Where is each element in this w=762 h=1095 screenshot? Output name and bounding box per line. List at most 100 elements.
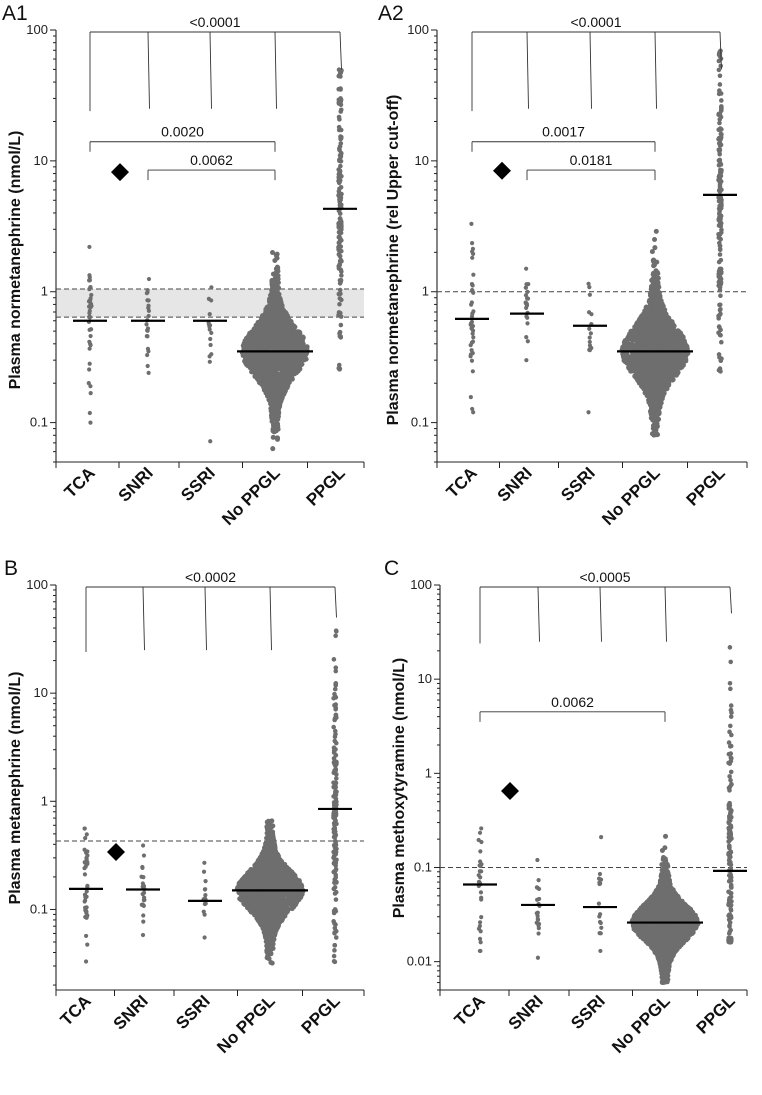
data-point	[470, 323, 476, 329]
data-point	[717, 147, 723, 153]
data-point	[635, 344, 641, 350]
data-point	[338, 153, 344, 159]
y-tick-label: 0.1	[411, 415, 429, 430]
data-point	[338, 257, 344, 263]
data-point	[336, 127, 342, 133]
data-point	[645, 356, 651, 362]
data-point	[653, 315, 659, 321]
comparison-bracket	[339, 31, 342, 70]
data-point	[87, 298, 92, 303]
data-point	[651, 407, 657, 413]
data-point	[470, 288, 475, 293]
data-point	[629, 366, 635, 372]
data-point	[297, 338, 303, 344]
data-point	[646, 397, 652, 403]
data-point	[653, 301, 659, 307]
data-point	[717, 282, 722, 287]
category-label: TCA	[443, 463, 481, 501]
data-point	[653, 375, 659, 381]
data-point	[273, 362, 279, 368]
data-point	[660, 393, 666, 399]
data-point	[202, 887, 208, 892]
data-point	[336, 189, 342, 194]
data-point	[209, 285, 214, 290]
data-point	[87, 278, 92, 283]
panel-b: B Plasma metanephrine (nmol/L) 0.1110100…	[4, 557, 365, 1057]
data-point	[716, 91, 722, 97]
data-point	[655, 417, 661, 423]
data-point	[470, 246, 476, 251]
data-point	[524, 266, 529, 271]
data-point	[649, 292, 655, 298]
data-point	[266, 323, 272, 329]
data-point	[84, 894, 89, 899]
data-point	[140, 932, 146, 938]
data-point	[283, 351, 289, 357]
data-point	[645, 320, 651, 326]
data-point	[336, 266, 342, 271]
data-point	[262, 385, 268, 391]
data-point	[338, 107, 344, 113]
data-point	[269, 338, 275, 344]
p-value-label: <0.0001	[571, 14, 622, 30]
data-point	[717, 73, 723, 79]
data-point	[145, 287, 150, 293]
data-point	[642, 334, 648, 340]
data-point	[667, 363, 673, 369]
data-point	[85, 849, 90, 854]
data-point	[717, 187, 723, 192]
data-point	[275, 332, 281, 338]
data-point	[587, 285, 592, 290]
y-tick-label: 100	[26, 22, 48, 37]
data-point	[88, 420, 93, 425]
data-point	[336, 225, 342, 230]
data-point	[87, 310, 92, 316]
category-label: SSRI	[177, 463, 218, 504]
data-point	[87, 346, 92, 351]
category-label: SSRI	[557, 463, 598, 504]
data-point	[269, 400, 275, 406]
data-point	[523, 300, 529, 306]
data-point	[208, 336, 213, 342]
data-point	[265, 364, 271, 370]
data-point	[471, 335, 476, 340]
data-point	[718, 63, 724, 69]
data-point	[524, 358, 529, 363]
y-axis-label-b: Plasma metanephrine (nmol/L)	[7, 672, 24, 905]
data-point	[336, 362, 342, 368]
data-point	[655, 412, 661, 418]
data-point	[716, 198, 722, 204]
data-point	[655, 358, 661, 364]
data-point	[207, 327, 212, 332]
data-point	[469, 221, 474, 226]
data-point	[650, 258, 656, 264]
category-label: No PPGL	[598, 463, 664, 529]
data-point	[719, 227, 724, 233]
data-point	[259, 319, 265, 325]
data-point	[287, 331, 293, 337]
data-point	[664, 336, 670, 342]
outlier-diamond-marker	[493, 161, 511, 180]
panel-a1: A1 Plasma normetanephrine (nmol/L) 0.111…	[2, 2, 365, 529]
data-point	[87, 410, 92, 416]
data-point	[270, 446, 276, 452]
data-point	[88, 327, 94, 332]
data-point	[719, 203, 724, 209]
data-point	[525, 315, 530, 320]
data-point	[636, 327, 642, 333]
data-point	[87, 273, 92, 278]
y-tick-label: 1	[41, 284, 48, 299]
data-point	[641, 318, 647, 324]
data-point	[682, 341, 688, 347]
data-point	[669, 325, 675, 331]
data-point	[290, 340, 296, 346]
data-point	[470, 406, 475, 412]
data-point	[141, 895, 147, 900]
data-point	[338, 334, 344, 339]
data-point	[209, 330, 214, 336]
data-point	[588, 331, 593, 336]
data-point	[683, 352, 689, 358]
data-point	[653, 228, 659, 234]
data-point	[655, 289, 661, 295]
data-point	[139, 874, 144, 879]
